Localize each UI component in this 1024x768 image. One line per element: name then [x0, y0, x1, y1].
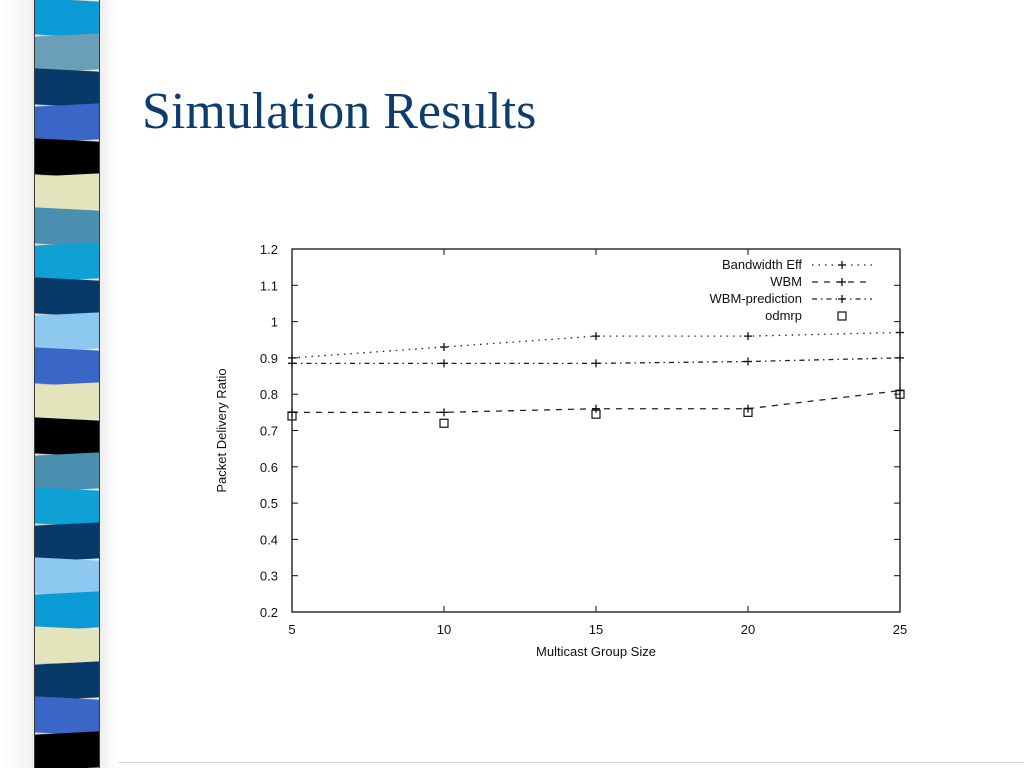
- stripe-band: [35, 347, 99, 387]
- stripe-band: [35, 103, 99, 143]
- stripe-band: [35, 731, 99, 768]
- data-point: [440, 359, 448, 368]
- data-point: [440, 343, 448, 352]
- series-wbm: [288, 386, 904, 417]
- data-point: [744, 332, 752, 341]
- packet-delivery-chart: 0.2 0.3 0.4 0.5 0.6 0.7 0.8 0.9 1 1.1 1.2 5 10 15 20 2…: [214, 242, 907, 659]
- x-tick-label: 20: [741, 622, 755, 637]
- data-point: [896, 353, 904, 362]
- legend-marker: [838, 295, 846, 303]
- legend-label: odmrp: [765, 308, 802, 323]
- x-tick-label: 10: [437, 622, 451, 637]
- x-tick-label: 5: [288, 622, 295, 637]
- stripe-band: [35, 312, 99, 352]
- stripe-band: [35, 556, 99, 597]
- legend-label: Bandwidth Eff: [722, 257, 802, 272]
- stripe-band: [35, 382, 99, 422]
- data-point: [591, 409, 601, 419]
- data-point: [592, 359, 600, 368]
- plot-border: [291, 248, 901, 613]
- y-tick-label: 0.4: [260, 532, 278, 547]
- legend-label: WBM-prediction: [710, 291, 802, 306]
- x-axis-ticks: 5 10 15 20 25: [288, 249, 907, 637]
- bottom-rule: [118, 762, 1024, 763]
- x-tick-label: 25: [893, 622, 907, 637]
- x-axis-title: Multicast Group Size: [536, 644, 656, 659]
- stripe-band: [35, 591, 99, 632]
- series-odmrp: [287, 389, 905, 428]
- series-wbm-prediction: [288, 353, 904, 368]
- slide-title: Simulation Results: [142, 83, 537, 140]
- stripe-band: [35, 242, 99, 282]
- series-bandwidth-eff: [288, 328, 904, 362]
- data-point: [592, 332, 600, 341]
- stripe-band: [35, 626, 99, 666]
- legend-label: WBM: [770, 274, 802, 289]
- legend-marker: [838, 278, 846, 286]
- stripe-band: [35, 661, 99, 701]
- stripe-bar: [34, 0, 100, 768]
- series-line: [291, 331, 901, 359]
- legend-item: odmrp: [765, 308, 847, 323]
- stripe-band: [35, 277, 99, 317]
- y-tick-label: 0.2: [260, 605, 278, 620]
- y-tick-label: 0.7: [260, 424, 278, 439]
- y-tick-label: 1: [271, 315, 278, 330]
- data-point: [288, 359, 296, 368]
- y-tick-label: 0.5: [260, 496, 278, 511]
- stripe-band: [35, 33, 99, 73]
- stripe-band: [35, 0, 99, 38]
- stripe-band: [35, 68, 99, 108]
- y-tick-label: 0.9: [260, 351, 278, 366]
- y-axis-title: Packet Delivery Ratio: [214, 368, 229, 492]
- data-point: [743, 407, 753, 417]
- stripe-band: [35, 452, 99, 492]
- data-point: [895, 389, 905, 399]
- data-point: [287, 411, 297, 421]
- stripe-band: [35, 696, 99, 736]
- y-tick-label: 1.1: [260, 278, 278, 293]
- legend-item: WBM: [770, 274, 872, 289]
- data-point: [592, 404, 600, 413]
- y-tick-label: 0.3: [260, 569, 278, 584]
- stripe-band: [35, 137, 99, 178]
- stripe-band: [35, 172, 99, 213]
- stripe-band: [35, 487, 99, 527]
- y-tick-label: 1.2: [260, 242, 278, 257]
- legend-marker: [838, 261, 846, 269]
- y-tick-label: 0.8: [260, 387, 278, 402]
- y-axis-ticks: 0.2 0.3 0.4 0.5 0.6 0.7 0.8 0.9 1 1.1 1.2: [260, 242, 900, 620]
- stripe-band: [35, 521, 99, 562]
- y-tick-label: 0.6: [260, 460, 278, 475]
- plot-frame: [291, 248, 901, 613]
- stripe-band: [35, 417, 99, 457]
- data-point: [896, 328, 904, 337]
- series-layer: [287, 328, 905, 428]
- data-point: [744, 357, 752, 366]
- stripe-band: [35, 207, 99, 248]
- legend-item: WBM-prediction: [710, 291, 872, 306]
- legend-marker: [837, 311, 847, 321]
- legend-item: Bandwidth Eff: [722, 257, 872, 272]
- data-point: [439, 418, 449, 428]
- decorative-side-stripe: [0, 0, 118, 768]
- data-point: [440, 408, 448, 417]
- x-tick-label: 15: [589, 622, 603, 637]
- chart-legend: Bandwidth Eff WBM WBM-prediction odmrp: [710, 257, 872, 323]
